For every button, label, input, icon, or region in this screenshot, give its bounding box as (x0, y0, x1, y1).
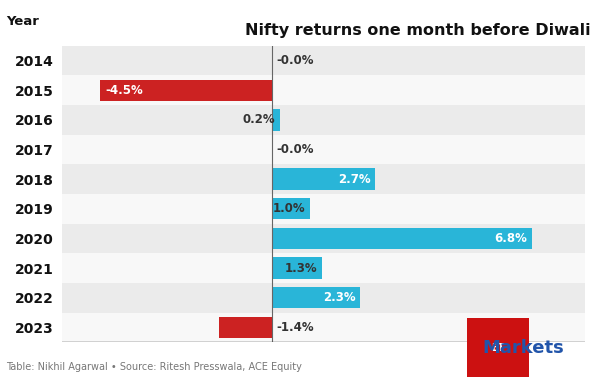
Bar (62, 194, 585, 223)
Bar (272, 109, 280, 130)
Bar (62, 223, 585, 253)
Text: 6.8%: 6.8% (494, 232, 527, 245)
Bar (62, 105, 585, 135)
Text: 0.2%: 0.2% (242, 113, 275, 126)
Text: 2.7%: 2.7% (338, 173, 371, 186)
Bar (62, 135, 585, 164)
Bar (62, 75, 585, 105)
Title: Nifty returns one month before Diwali: Nifty returns one month before Diwali (245, 22, 590, 38)
Text: -0.0%: -0.0% (277, 54, 314, 67)
Text: -1.4%: -1.4% (277, 321, 314, 334)
Text: 1.0%: 1.0% (273, 202, 305, 215)
Bar (100, 79, 272, 101)
Bar (62, 164, 585, 194)
Text: -0.0%: -0.0% (277, 143, 314, 156)
Text: Year: Year (6, 15, 39, 28)
Text: ET: ET (491, 343, 505, 353)
Text: 2.3%: 2.3% (323, 291, 355, 304)
Bar (62, 253, 585, 283)
Text: -4.5%: -4.5% (105, 84, 143, 97)
Bar (62, 283, 585, 313)
Bar (62, 313, 585, 342)
Text: 1.3%: 1.3% (284, 261, 317, 275)
Bar (272, 228, 532, 249)
Text: Markets: Markets (482, 339, 564, 357)
Bar (272, 287, 360, 309)
Bar (272, 257, 322, 279)
Bar (218, 317, 272, 338)
Text: Table: Nikhil Agarwal • Source: Ritesh Presswala, ACE Equity: Table: Nikhil Agarwal • Source: Ritesh P… (6, 363, 302, 372)
Bar (62, 46, 585, 75)
Bar (272, 168, 375, 190)
Bar (272, 198, 310, 220)
